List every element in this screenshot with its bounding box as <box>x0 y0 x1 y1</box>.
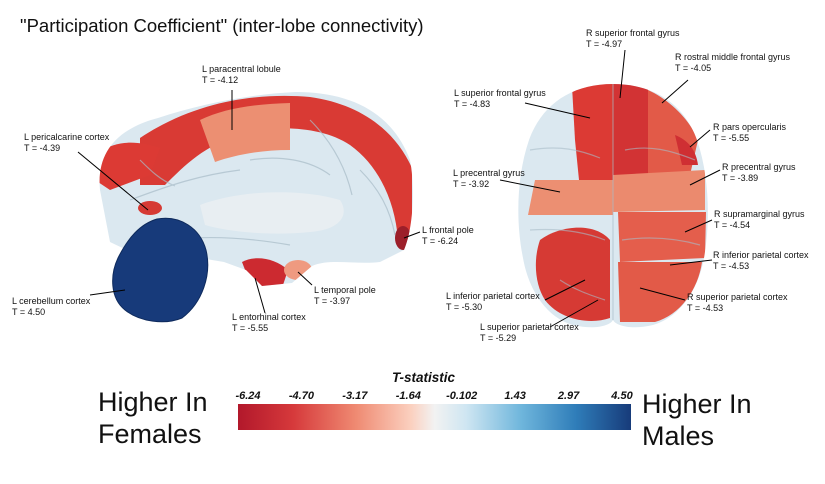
colorbar-tick-label: 1.43 <box>504 390 526 402</box>
colorbar-tick-label: -6.24 <box>235 390 261 402</box>
label-l-frontal-pole: L frontal pole T = -6.24 <box>422 225 474 246</box>
occipital-region <box>99 142 160 190</box>
r-superior-frontal-region <box>613 84 648 185</box>
label-l-paracentral-lobule: L paracentral lobule T = -4.12 <box>202 64 281 85</box>
temporal-pole-region <box>284 260 312 280</box>
colorbar-tick-label: -3.17 <box>342 390 368 402</box>
colorbar <box>238 404 631 430</box>
l-precentral-region <box>528 180 613 215</box>
colorbar-tick-label: -0.102 <box>446 390 478 402</box>
label-r-pars-opercularis: R pars opercularis T = -5.55 <box>713 122 787 143</box>
colorbar-title: T-statistic <box>392 370 456 385</box>
label-r-precentral-gyrus: R precentral gyrus T = -3.89 <box>722 162 796 183</box>
label-r-rostral-middle-frontal-gyrus: R rostral middle frontal gyrus T = -4.05 <box>675 52 791 73</box>
r-parietal-region <box>618 262 702 322</box>
label-l-inferior-parietal-cortex: L inferior parietal cortex T = -5.30 <box>446 291 540 312</box>
colorbar-tick-label: -1.64 <box>395 390 421 402</box>
label-l-superior-parietal-cortex: L superior parietal cortex T = -5.29 <box>480 322 579 343</box>
pericalcarine-region <box>138 201 162 215</box>
cerebellum-region <box>112 217 209 323</box>
label-l-superior-frontal-gyrus: L superior frontal gyrus T = -4.83 <box>454 88 546 109</box>
paracentral-region <box>200 103 290 162</box>
label-r-superior-frontal-gyrus: R superior frontal gyrus T = -4.97 <box>586 28 680 49</box>
label-l-entorhinal-cortex: L entorhinal cortex T = -5.55 <box>232 312 306 333</box>
label-l-cerebellum-cortex: L cerebellum cortex T = 4.50 <box>12 296 91 317</box>
label-l-precentral-gyrus: L precentral gyrus T = -3.92 <box>453 168 525 189</box>
colorbar-tick-label: -4.70 <box>288 390 314 402</box>
label-r-supramarginal-gyrus: R supramarginal gyrus T = -4.54 <box>714 209 805 230</box>
label-l-temporal-pole: L temporal pole T = -3.97 <box>314 285 376 306</box>
label-l-pericalcarine-cortex: L pericalcarine cortex T = -4.39 <box>24 132 110 153</box>
frontal-pole-region <box>395 226 411 250</box>
l-parietal-region <box>535 227 610 321</box>
leader-lines <box>77 49 721 328</box>
label-r-inferior-parietal-cortex: R inferior parietal cortex T = -4.53 <box>713 250 809 271</box>
top-brain-view <box>518 84 708 328</box>
l-superior-frontal-region <box>572 84 613 190</box>
caption-higher-in-females: Higher In Females <box>98 387 208 449</box>
r-precentral-region <box>613 170 705 212</box>
colorbar-tick-label: 2.97 <box>557 390 580 402</box>
r-supramarginal-region <box>618 212 706 262</box>
r-pars-opercularis-region <box>675 135 698 165</box>
colorbar-tick-label: 4.50 <box>611 390 633 402</box>
figure-title: "Participation Coefficient" (inter-lobe … <box>20 15 424 36</box>
caption-higher-in-males: Higher In Males <box>642 389 752 451</box>
label-r-superior-parietal-cortex: R superior parietal cortex T = -4.53 <box>687 292 788 313</box>
